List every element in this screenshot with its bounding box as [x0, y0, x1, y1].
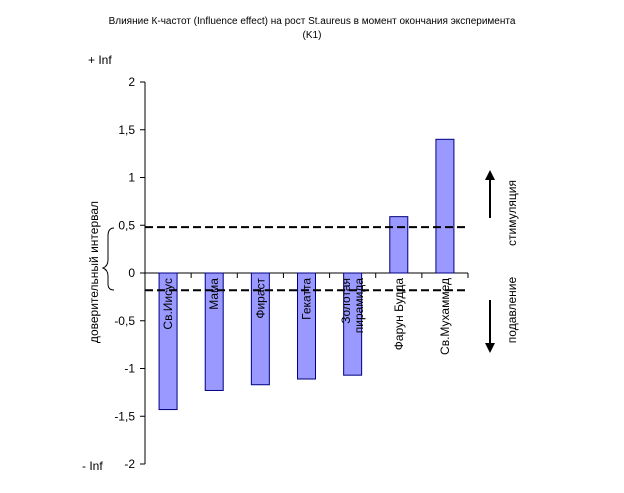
category-label: Гекатта — [300, 278, 314, 320]
chart-title: (K1) — [303, 30, 322, 41]
category-label: пирамида — [352, 278, 366, 334]
arrow-down-icon — [485, 343, 495, 353]
bottom-inf-label: - Inf — [82, 459, 103, 473]
annotation-stimulation: стимуляция — [505, 180, 519, 246]
annotation-suppression: подавление — [505, 276, 519, 343]
top-inf-label: + Inf — [88, 53, 112, 67]
y-tick-label: -0,5 — [114, 314, 135, 328]
y-tick-label: 1,5 — [118, 123, 135, 137]
y-tick-label: -2 — [124, 457, 135, 471]
bar — [435, 138, 455, 274]
bar — [389, 216, 409, 274]
category-label: Фираст — [253, 277, 267, 318]
y-tick-label: 1 — [128, 171, 135, 185]
chart-title: Влияние К-частот (Influence effect) на р… — [109, 16, 516, 27]
y-tick-label: -1,5 — [114, 409, 135, 423]
y-axis-label: доверительный интервал — [87, 201, 101, 343]
y-tick-label: 2 — [128, 75, 135, 89]
category-label: Золотая — [339, 278, 353, 324]
bar — [297, 272, 316, 380]
arrow-up-icon — [485, 170, 495, 180]
y-tick-label: 0,5 — [118, 218, 135, 232]
bar — [158, 272, 178, 411]
category-label: Св.Мухаммед — [438, 278, 452, 355]
bar — [204, 272, 224, 391]
y-tick-label: 0 — [128, 266, 135, 280]
bar — [343, 272, 363, 376]
bar — [250, 272, 270, 386]
category-label: Мама — [207, 278, 221, 310]
y-tick-label: -1 — [124, 362, 135, 376]
brace-icon — [101, 227, 115, 291]
category-label: Св.Иисус — [161, 278, 175, 330]
category-label: Фарун Будда — [392, 278, 406, 351]
